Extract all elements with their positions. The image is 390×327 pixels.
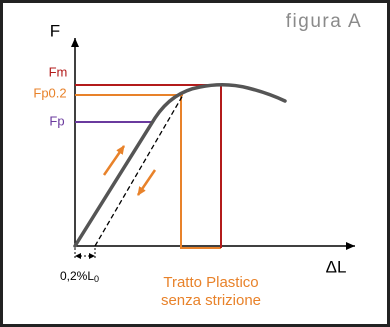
x-axis-label: ΔL	[326, 257, 347, 276]
unload-arrow	[136, 169, 157, 196]
fp-label: Fp	[49, 113, 64, 128]
offset-line	[94, 94, 184, 247]
title: figura A	[286, 11, 362, 32]
y-axis-label: F	[50, 21, 60, 40]
offset-label-main: 0,2%L	[60, 269, 94, 283]
offset-label: 0,2%L0	[60, 269, 99, 284]
region-label: senza strizione	[161, 292, 261, 309]
stress-strain-curve	[73, 83, 287, 248]
region-label: Tratto Plastico	[163, 274, 258, 291]
plastic-box	[180, 95, 221, 249]
offset-label-sub: 0	[94, 274, 99, 284]
fp02-label: Fp0.2	[33, 85, 66, 100]
load-arrow	[102, 145, 126, 176]
fm-label: Fm	[49, 64, 68, 79]
